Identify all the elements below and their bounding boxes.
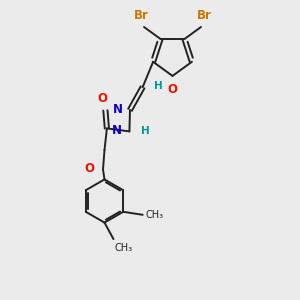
Text: O: O — [167, 83, 178, 96]
Text: Br: Br — [196, 9, 211, 22]
Text: H: H — [154, 81, 163, 91]
Text: H: H — [141, 126, 149, 136]
Text: CH₃: CH₃ — [145, 210, 163, 220]
Text: O: O — [85, 162, 94, 176]
Text: N: N — [112, 124, 122, 137]
Text: Br: Br — [134, 9, 148, 22]
Text: O: O — [98, 92, 107, 105]
Text: CH₃: CH₃ — [115, 243, 133, 253]
Text: N: N — [112, 103, 122, 116]
